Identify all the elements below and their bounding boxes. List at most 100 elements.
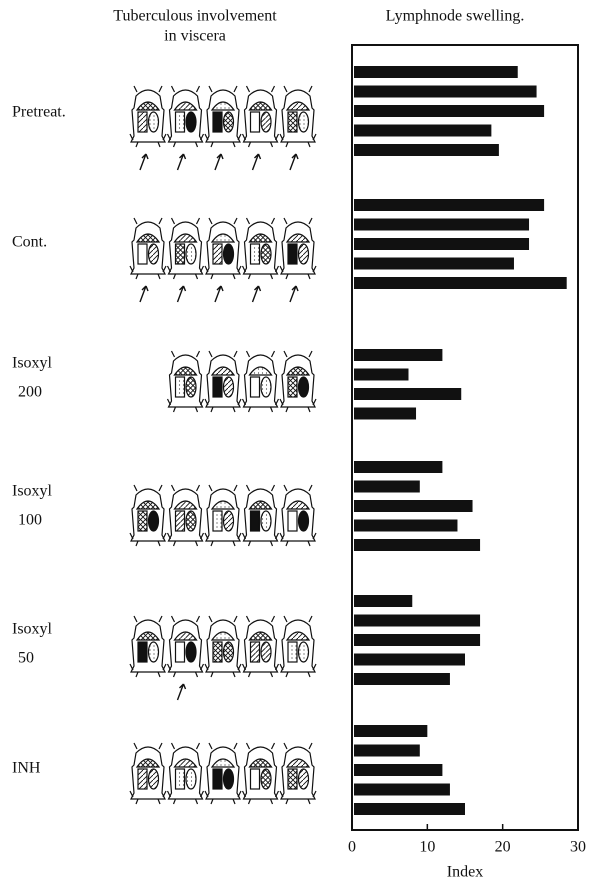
arrow [178, 154, 186, 170]
mouse-spleen [261, 377, 271, 397]
mouse-outline [169, 218, 203, 274]
mouse-icon [205, 218, 241, 302]
mouse-outline [281, 616, 315, 672]
mouse-icon [280, 743, 316, 804]
mouse-outline [206, 351, 240, 407]
mouse-liver [251, 511, 260, 531]
mouse-outline [244, 485, 278, 541]
mouse-icon [243, 218, 279, 302]
mouse-icon [280, 351, 316, 412]
mouse-liver [138, 642, 147, 662]
bar [354, 520, 457, 532]
mouse-liver [288, 511, 297, 531]
mouse-spleen [299, 244, 309, 264]
group-label: Isoxyl [12, 621, 53, 638]
x-tick-label: 20 [495, 839, 511, 856]
mouse-icon [280, 616, 316, 677]
mouse-liver [138, 244, 147, 264]
bar [354, 238, 529, 250]
mouse-liver [176, 377, 185, 397]
x-tick-label: 30 [570, 839, 586, 856]
mouse-outline [206, 485, 240, 541]
mouse-icon [243, 616, 279, 677]
mouse-icon [243, 351, 279, 412]
mouse-outline [244, 351, 278, 407]
mouse-liver [138, 112, 147, 132]
mouse-icon [243, 485, 279, 546]
bar [354, 500, 473, 512]
mouse-icon [130, 485, 166, 546]
bar [354, 219, 529, 231]
mouse-liver [176, 244, 185, 264]
bar [354, 784, 450, 796]
bar [354, 654, 465, 666]
arrow [140, 154, 148, 170]
mouse-liver [213, 244, 222, 264]
mouse-spleen [299, 642, 309, 662]
mouse-icon [280, 218, 316, 302]
mouse-outline [131, 485, 165, 541]
mouse-outline [244, 743, 278, 799]
mouse-spleen [149, 769, 159, 789]
mouse-icon [168, 743, 204, 804]
bar [354, 86, 537, 98]
mouse-liver [213, 377, 222, 397]
mouse-outline [206, 218, 240, 274]
group-label: Isoxyl [12, 483, 53, 500]
mouse-liver [288, 112, 297, 132]
mouse-spleen [149, 511, 159, 531]
mouse-outline [131, 86, 165, 142]
mouse-spleen [149, 112, 159, 132]
mouse-icon [130, 218, 166, 302]
mouse-liver [288, 642, 297, 662]
mouse-icon [205, 485, 241, 546]
arrow [215, 286, 223, 302]
arrow [290, 286, 298, 302]
bar [354, 258, 514, 270]
mouse-spleen [299, 112, 309, 132]
mouse-outline [281, 351, 315, 407]
mouse-spleen [224, 244, 234, 264]
bar [354, 125, 491, 137]
mouse-icon [168, 485, 204, 546]
bar [354, 615, 480, 627]
mouse-outline [206, 86, 240, 142]
arrow [140, 286, 148, 302]
arrow [178, 286, 186, 302]
mouse-outline [206, 616, 240, 672]
mouse-spleen [299, 511, 309, 531]
bar [354, 277, 567, 289]
figure: Tuberculous involvement in viscera Lymph… [0, 0, 600, 885]
group-label: INH [12, 760, 41, 777]
mouse-outline [131, 743, 165, 799]
mouse-outline [131, 218, 165, 274]
mouse-icon [243, 743, 279, 804]
mouse-spleen [224, 642, 234, 662]
mouse-outline [244, 616, 278, 672]
group-label: Cont. [12, 234, 47, 251]
mouse-spleen [186, 769, 196, 789]
mouse-spleen [261, 112, 271, 132]
mouse-icon [168, 616, 204, 700]
mouse-liver [288, 769, 297, 789]
mouse-spleen [299, 377, 309, 397]
mouse-liver [138, 769, 147, 789]
mouse-outline [169, 743, 203, 799]
bar [354, 539, 480, 551]
group-label: 200 [18, 384, 42, 401]
mouse-icon [130, 743, 166, 804]
mouse-outline [169, 86, 203, 142]
mouse-liver [176, 511, 185, 531]
right-title: Lymphnode swelling. [386, 8, 525, 25]
plot-frame [352, 45, 578, 830]
mouse-outline [281, 485, 315, 541]
mouse-liver [288, 377, 297, 397]
group-label: 100 [18, 512, 42, 529]
mouse-liver [138, 511, 147, 531]
mouse-icon [280, 485, 316, 546]
bar [354, 144, 499, 156]
mouse-icon [205, 351, 241, 412]
mouse-spleen [149, 244, 159, 264]
mouse-spleen [224, 511, 234, 531]
mouse-icon [168, 218, 204, 302]
